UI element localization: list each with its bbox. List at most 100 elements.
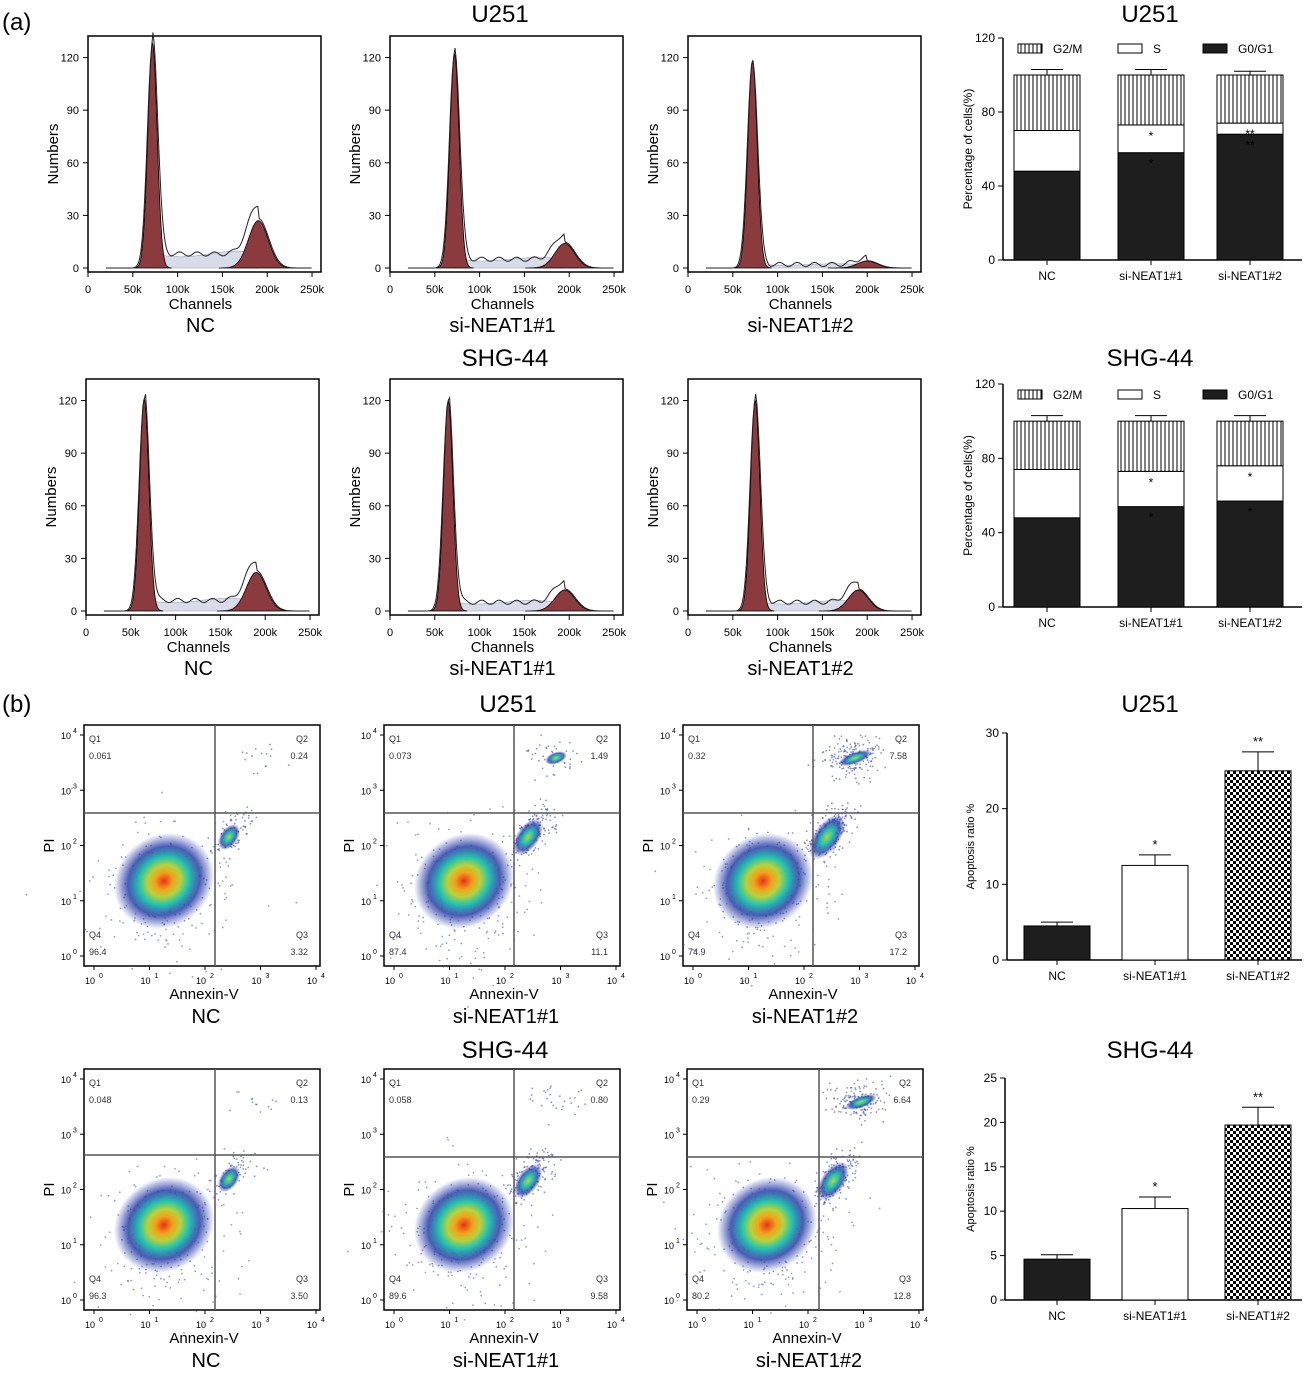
event-dot bbox=[700, 1242, 703, 1245]
event-dot bbox=[654, 870, 657, 873]
x-tick-label: 10 bbox=[799, 1320, 809, 1330]
density-core-q3 bbox=[217, 823, 241, 851]
event-dot bbox=[411, 874, 414, 877]
event-dot bbox=[882, 1120, 885, 1123]
event-dot bbox=[157, 939, 159, 942]
y-tick-label: 90 bbox=[369, 448, 381, 460]
event-dot bbox=[580, 1089, 583, 1091]
event-dot bbox=[215, 1184, 218, 1187]
x-tick-label: 0 bbox=[685, 627, 691, 639]
panel-label-a: (a) bbox=[2, 9, 31, 36]
event-dot bbox=[836, 743, 839, 745]
event-dot bbox=[215, 1174, 218, 1177]
title-shg-apop: SHG-44 bbox=[462, 1037, 549, 1064]
event-dot bbox=[230, 1223, 233, 1226]
y-tick-label: 120 bbox=[661, 53, 679, 65]
event-dot bbox=[848, 1154, 851, 1157]
y-tick-label: 10 bbox=[61, 897, 71, 907]
event-dot bbox=[878, 737, 881, 740]
significance-mark: * bbox=[1149, 129, 1154, 143]
event-dot bbox=[760, 1283, 763, 1286]
quadrant-percent: 0.058 bbox=[389, 1095, 412, 1105]
event-dot bbox=[516, 1172, 519, 1174]
event-dot bbox=[538, 744, 541, 746]
event-dot bbox=[547, 1123, 550, 1126]
x-tick-label: 100k bbox=[166, 284, 190, 296]
quadrant-percent: 3.32 bbox=[290, 947, 308, 957]
event-dot bbox=[843, 817, 846, 820]
x-tick-label: 200k bbox=[557, 284, 581, 296]
event-dot bbox=[202, 1289, 205, 1292]
event-dot bbox=[851, 767, 853, 770]
x-tick-label: 50k bbox=[122, 627, 140, 639]
event-dot bbox=[542, 803, 545, 806]
event-dot bbox=[839, 1102, 841, 1105]
event-dot bbox=[535, 814, 538, 817]
x-tick-label: 10 bbox=[307, 976, 317, 986]
event-dot bbox=[407, 914, 410, 916]
event-dot bbox=[231, 884, 234, 886]
event-dot bbox=[716, 1204, 719, 1207]
event-dot bbox=[529, 1098, 532, 1100]
y-tick-label: 10 bbox=[61, 786, 71, 796]
y-tick-label: 0 bbox=[988, 600, 995, 614]
y-tick-exponent: 0 bbox=[672, 949, 676, 956]
event-dot bbox=[212, 1301, 214, 1303]
event-dot bbox=[347, 1250, 349, 1253]
event-dot bbox=[784, 1278, 787, 1281]
x-tick-label: 250k bbox=[602, 627, 626, 639]
y-tick-label: 5 bbox=[990, 1249, 997, 1263]
event-dot bbox=[100, 1194, 103, 1197]
event-dot bbox=[148, 1296, 151, 1298]
event-dot bbox=[518, 864, 521, 867]
quadrant-name: Q3 bbox=[296, 1274, 308, 1284]
x-tick-label: 10 bbox=[743, 1320, 753, 1330]
y-axis-label: Numbers bbox=[43, 467, 60, 528]
event-dot bbox=[859, 1090, 862, 1093]
event-dot bbox=[734, 1180, 737, 1183]
quadrant-percent: 0.29 bbox=[692, 1095, 710, 1105]
event-dot bbox=[97, 1306, 100, 1309]
y-tick-label: 90 bbox=[667, 105, 679, 117]
event-dot bbox=[893, 1098, 896, 1101]
event-dot bbox=[736, 1288, 739, 1290]
event-dot bbox=[715, 1218, 718, 1220]
event-dot bbox=[849, 767, 852, 770]
event-dot bbox=[460, 1284, 463, 1287]
event-dot bbox=[570, 1102, 573, 1105]
event-dot bbox=[417, 927, 420, 930]
title-u251-apop: U251 bbox=[479, 691, 536, 718]
event-dot bbox=[183, 1278, 186, 1281]
event-dot bbox=[813, 759, 816, 762]
x-tick-exponent: 0 bbox=[99, 1317, 103, 1324]
event-dot bbox=[218, 862, 221, 865]
event-dot bbox=[224, 810, 227, 813]
x-tick-label: 10 bbox=[440, 976, 450, 986]
event-dot bbox=[143, 816, 146, 819]
x-tick-exponent: 2 bbox=[510, 973, 514, 980]
event-dot bbox=[711, 886, 714, 889]
bar-segment bbox=[1013, 517, 1081, 608]
event-dot bbox=[445, 1306, 448, 1309]
event-dot bbox=[549, 814, 552, 817]
y-axis-label: PI bbox=[341, 1182, 358, 1196]
event-dot bbox=[816, 897, 819, 900]
event-dot bbox=[523, 1166, 526, 1168]
event-dot bbox=[850, 1221, 853, 1224]
event-dot bbox=[772, 1283, 775, 1286]
y-tick-exponent: 4 bbox=[73, 1072, 77, 1079]
event-dot bbox=[831, 754, 834, 757]
event-dot bbox=[848, 1211, 851, 1214]
event-dot bbox=[859, 1087, 861, 1090]
event-dot bbox=[561, 814, 564, 817]
event-dot bbox=[814, 1180, 817, 1183]
event-dot bbox=[831, 775, 834, 778]
y-tick-label: 10 bbox=[660, 842, 670, 852]
y-tick-label: 10 bbox=[660, 952, 670, 962]
plot-frame bbox=[85, 378, 320, 616]
event-dot bbox=[822, 1170, 825, 1173]
event-dot bbox=[832, 1236, 835, 1239]
event-dot bbox=[200, 1273, 203, 1276]
event-dot bbox=[748, 932, 750, 935]
